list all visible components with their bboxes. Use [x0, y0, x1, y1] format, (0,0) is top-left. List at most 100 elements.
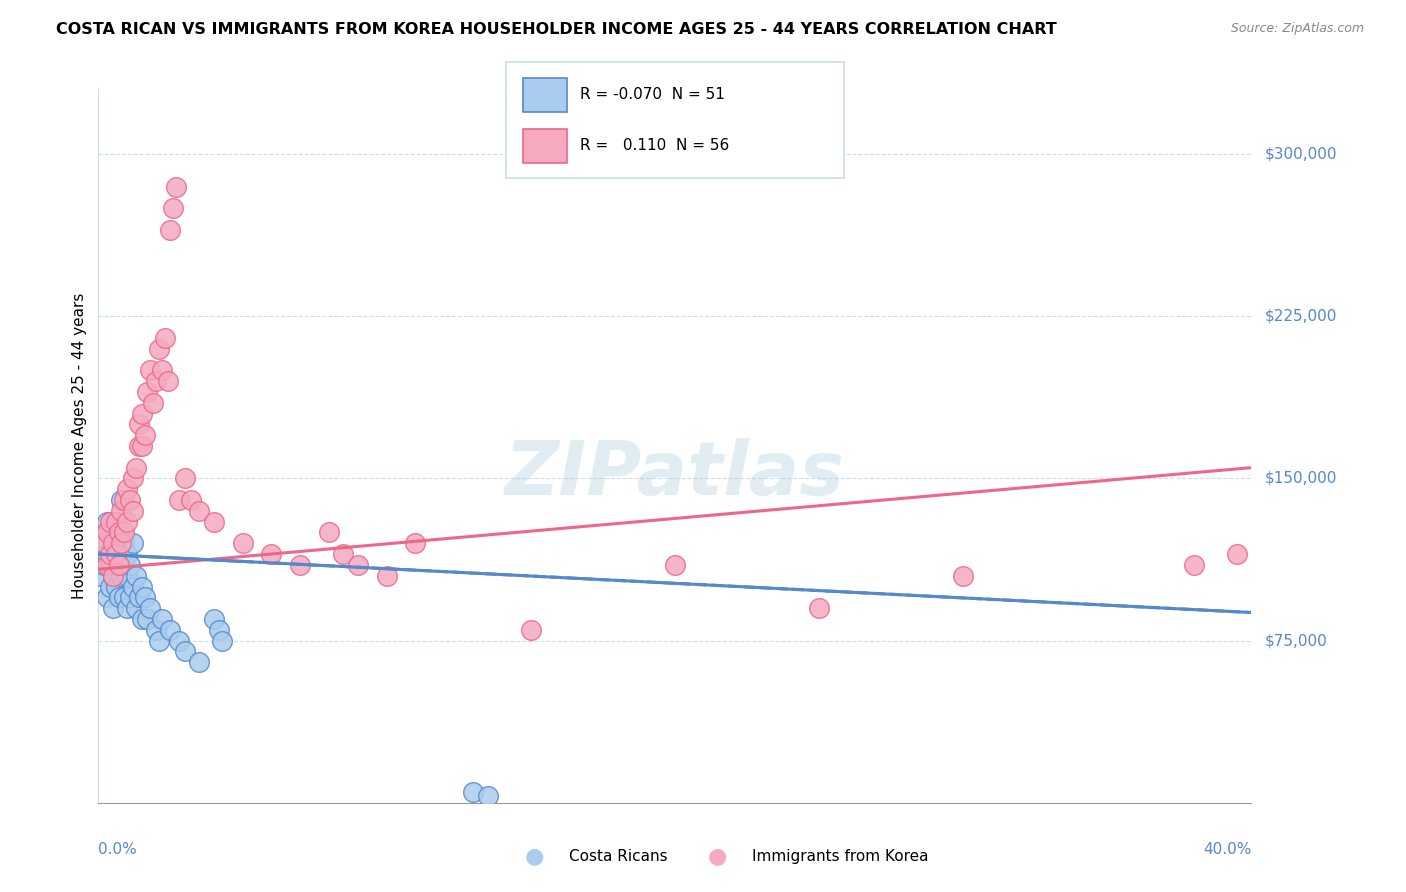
Point	[96, 591, 118, 605]
Point	[125, 460, 148, 475]
Point	[107, 525, 129, 540]
Point	[96, 558, 118, 572]
Point	[202, 515, 225, 529]
Point	[104, 580, 127, 594]
Point	[290, 558, 312, 572]
Text: 40.0%: 40.0%	[1204, 842, 1251, 857]
Point	[134, 428, 156, 442]
FancyBboxPatch shape	[523, 78, 567, 112]
Text: ●: ●	[524, 847, 544, 866]
Point	[128, 417, 150, 432]
Point	[128, 439, 150, 453]
Point	[96, 515, 118, 529]
Text: R = -0.070  N = 51: R = -0.070 N = 51	[581, 87, 725, 103]
Point	[98, 525, 121, 540]
Point	[101, 601, 124, 615]
Point	[375, 568, 398, 582]
Point	[122, 536, 145, 550]
Text: Costa Ricans: Costa Ricans	[569, 849, 668, 863]
Point	[110, 547, 132, 561]
Point	[117, 601, 138, 615]
Point	[174, 644, 197, 658]
Text: ●: ●	[707, 847, 727, 866]
Point	[107, 591, 129, 605]
Text: $150,000: $150,000	[1265, 471, 1337, 486]
Point	[122, 471, 145, 485]
Point	[136, 612, 159, 626]
Point	[112, 493, 135, 508]
Point	[110, 493, 132, 508]
Point	[131, 580, 153, 594]
Point	[112, 536, 135, 550]
Point	[128, 591, 150, 605]
Point	[145, 623, 167, 637]
Point	[107, 558, 129, 572]
Point	[101, 568, 124, 582]
Point	[952, 568, 974, 582]
Point	[98, 515, 121, 529]
Point	[156, 374, 179, 388]
Point	[167, 633, 190, 648]
Point	[159, 623, 181, 637]
Point	[139, 363, 162, 377]
Point	[104, 515, 127, 529]
Point	[148, 342, 170, 356]
Point	[405, 536, 427, 550]
Text: $300,000: $300,000	[1265, 146, 1337, 161]
Point	[131, 439, 153, 453]
Point	[180, 493, 202, 508]
Point	[139, 601, 162, 615]
Point	[101, 536, 124, 550]
Point	[131, 612, 153, 626]
Point	[167, 493, 190, 508]
Point	[98, 580, 121, 594]
Point	[112, 558, 135, 572]
Point	[150, 363, 173, 377]
Text: $75,000: $75,000	[1265, 633, 1329, 648]
Text: COSTA RICAN VS IMMIGRANTS FROM KOREA HOUSEHOLDER INCOME AGES 25 - 44 YEARS CORRE: COSTA RICAN VS IMMIGRANTS FROM KOREA HOU…	[56, 22, 1057, 37]
Point	[98, 547, 121, 561]
Point	[112, 525, 135, 540]
Point	[104, 547, 127, 561]
Point	[93, 536, 115, 550]
Point	[1226, 547, 1249, 561]
Point	[112, 591, 135, 605]
Point	[104, 547, 127, 561]
Point	[174, 471, 197, 485]
Point	[461, 785, 484, 799]
Point	[142, 396, 165, 410]
Point	[1182, 558, 1205, 572]
Point	[125, 601, 148, 615]
Point	[101, 536, 124, 550]
Point	[93, 558, 115, 572]
Point	[110, 568, 132, 582]
Point	[104, 515, 127, 529]
Point	[110, 504, 132, 518]
Point	[807, 601, 830, 615]
Point	[188, 504, 211, 518]
Point	[520, 623, 543, 637]
Point	[208, 623, 231, 637]
Point	[117, 482, 138, 496]
Point	[122, 580, 145, 594]
Text: Source: ZipAtlas.com: Source: ZipAtlas.com	[1230, 22, 1364, 36]
Point	[188, 655, 211, 669]
Point	[346, 558, 368, 572]
Text: $225,000: $225,000	[1265, 309, 1337, 324]
Point	[664, 558, 686, 572]
Point	[148, 633, 170, 648]
Point	[211, 633, 233, 648]
FancyBboxPatch shape	[523, 128, 567, 163]
Point	[162, 201, 184, 215]
Point	[231, 536, 254, 550]
Text: R =   0.110  N = 56: R = 0.110 N = 56	[581, 138, 730, 153]
Text: 0.0%: 0.0%	[98, 842, 138, 857]
Point	[93, 536, 115, 550]
Point	[107, 525, 129, 540]
Point	[122, 504, 145, 518]
Point	[131, 407, 153, 421]
Point	[150, 612, 173, 626]
Point	[117, 515, 138, 529]
Point	[159, 223, 181, 237]
Point	[153, 331, 176, 345]
